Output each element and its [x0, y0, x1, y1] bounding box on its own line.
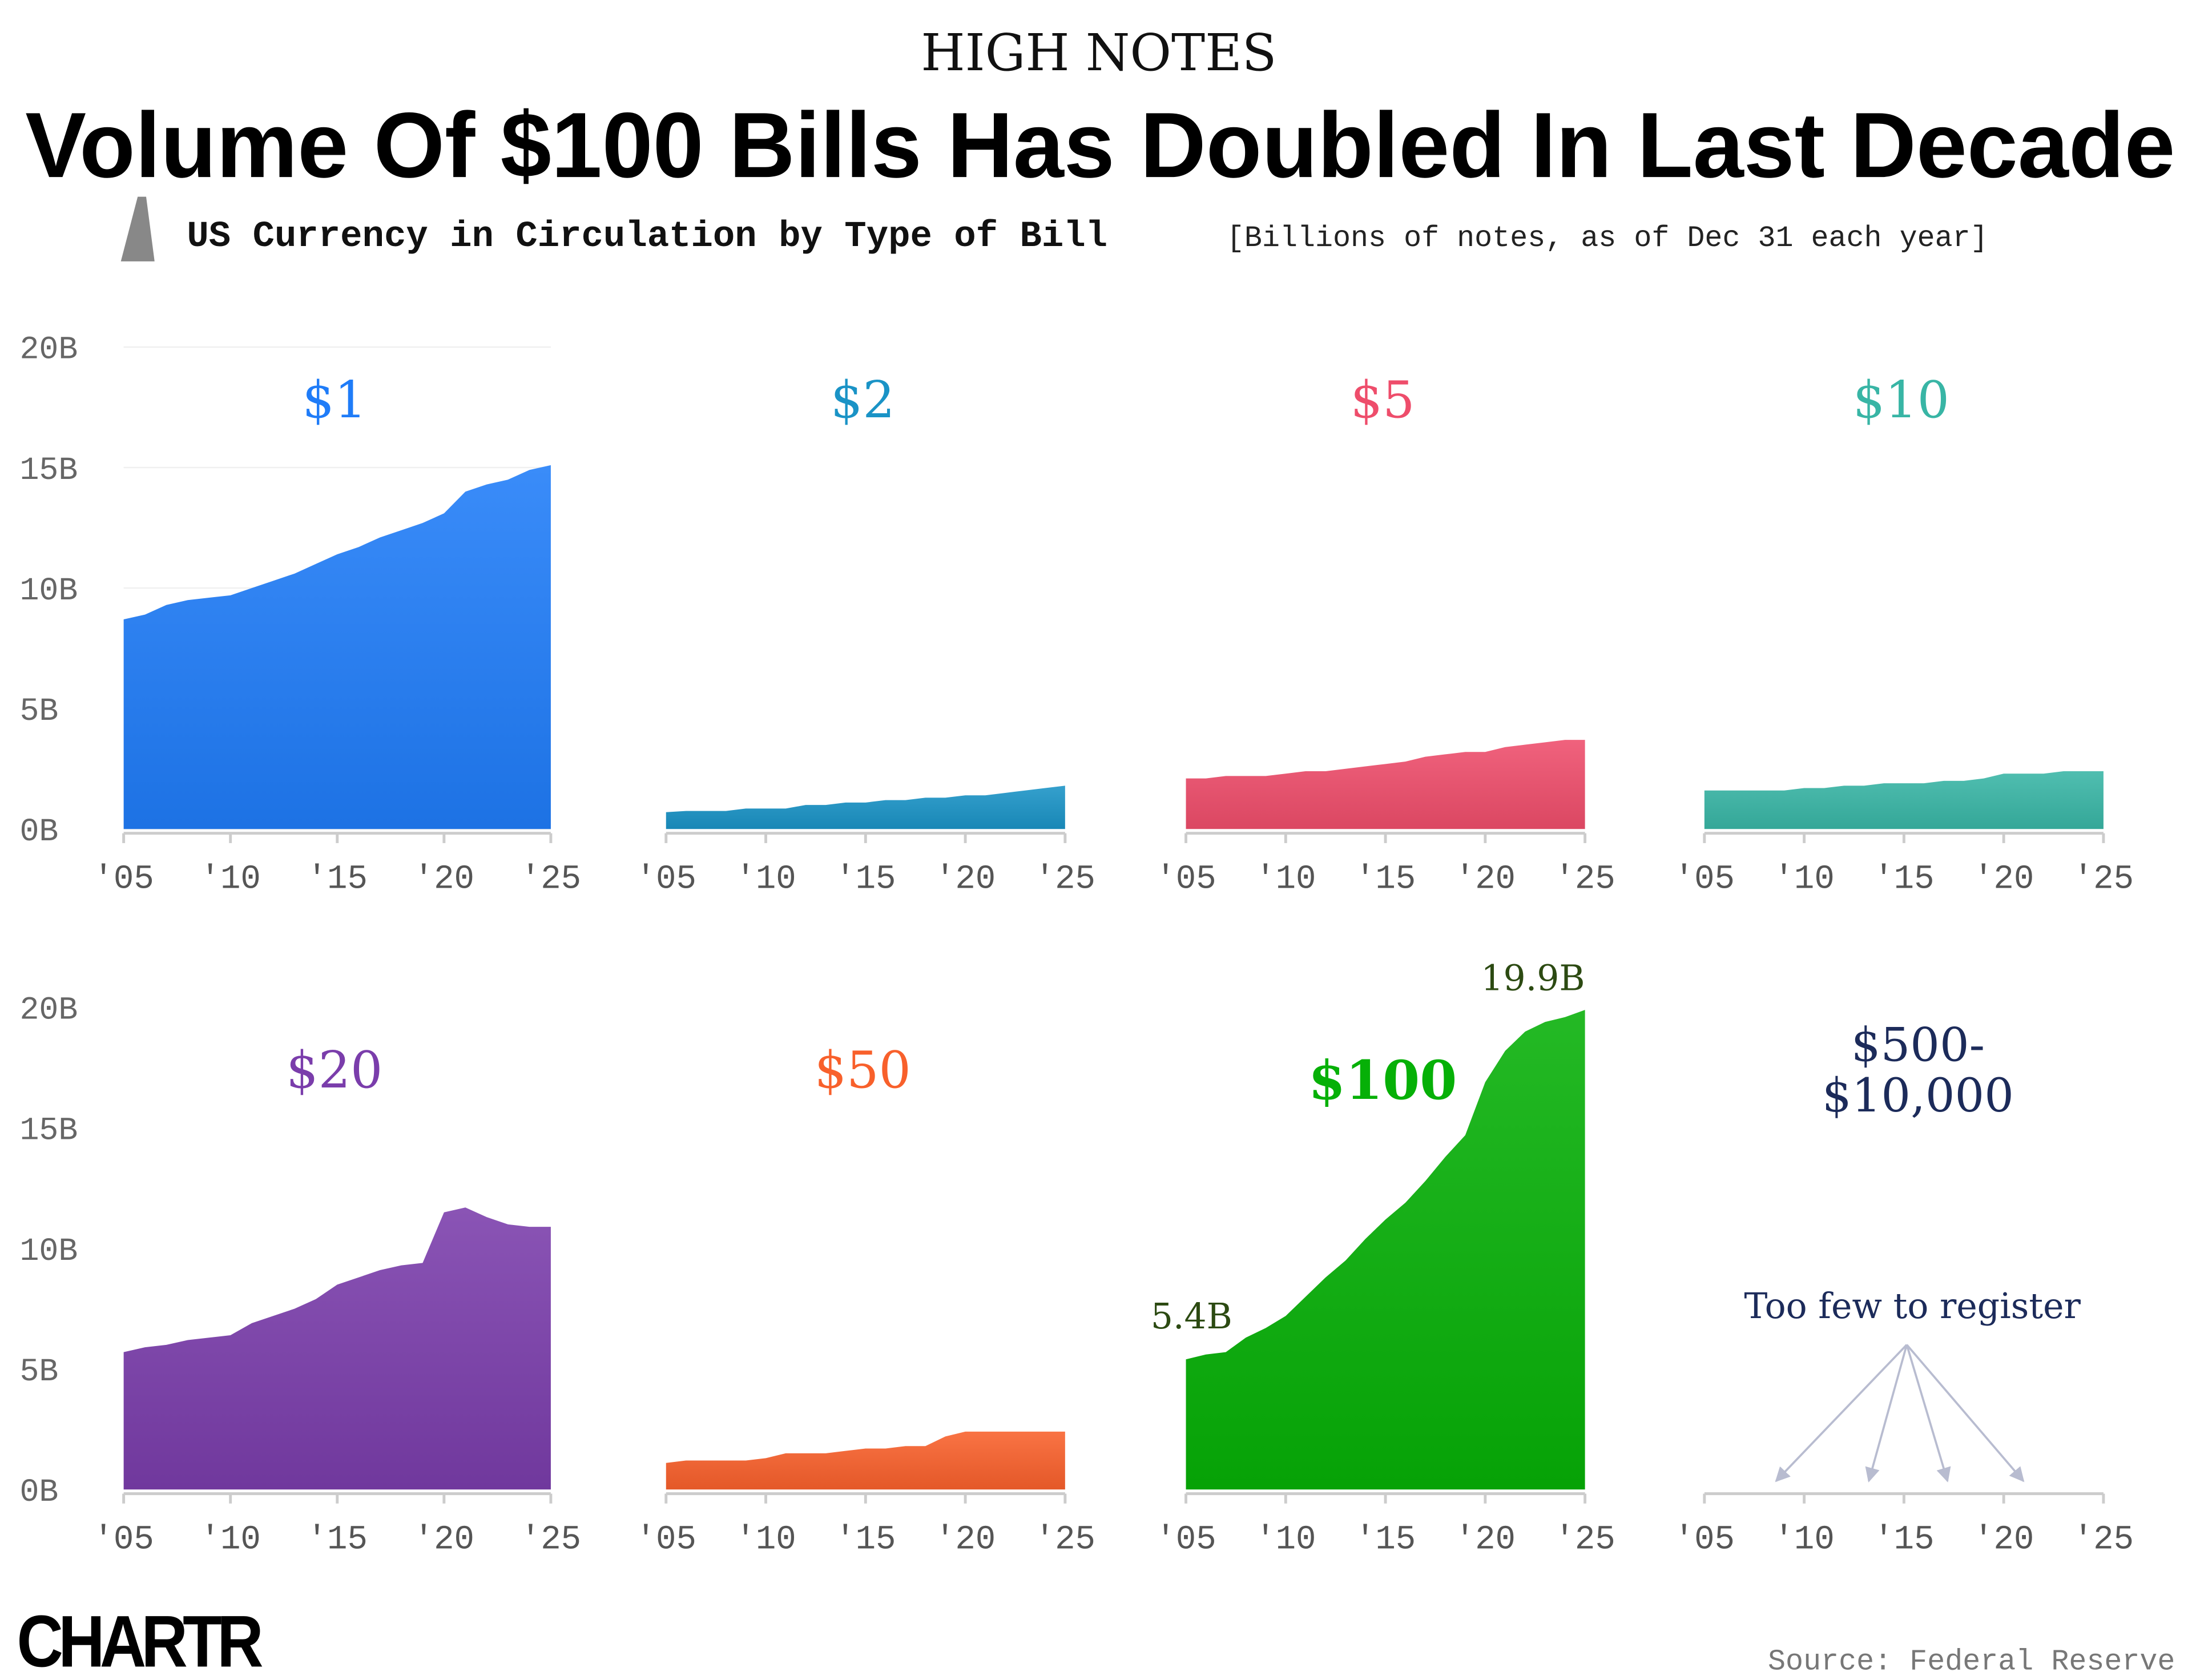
x-tick-label: '25	[1554, 1521, 1615, 1559]
y-tick-label: 10B	[19, 573, 78, 609]
area	[123, 465, 551, 829]
icon	[120, 196, 155, 261]
x-tick-label: '25	[521, 860, 581, 899]
source: Source: Federal Reserve	[1768, 1645, 2175, 1678]
x-tick-label: '15	[835, 1521, 896, 1559]
area	[666, 785, 1065, 829]
panel-title: $100	[1308, 1049, 1457, 1112]
area	[1704, 771, 2104, 829]
subtitle: US Currency in Circulation by Type of Bi…	[187, 216, 1107, 257]
y-tick-label: 15B	[19, 452, 78, 489]
arrow	[1775, 1344, 1908, 1482]
x-tick-label: '25	[1035, 1521, 1095, 1559]
x-tick-label: '10	[200, 1521, 261, 1559]
x-tick-label: '20	[414, 1521, 474, 1559]
x-tick-label: '10	[1255, 1521, 1316, 1559]
y-tick-label: 20B	[19, 992, 78, 1029]
y-tick-label: 5B	[19, 1353, 58, 1390]
panel-title: $10,000	[1822, 1069, 2014, 1123]
x-tick-label: '05	[636, 1521, 696, 1559]
x-tick-label: '15	[307, 860, 368, 899]
data-label: 5.4B	[1151, 1296, 1232, 1337]
x-tick-label: '25	[521, 1521, 581, 1559]
x-tick-label: '15	[1355, 860, 1416, 899]
x-tick-label: '10	[1774, 1521, 1834, 1559]
x-tick-label: '10	[1255, 860, 1316, 899]
x-tick-label: '05	[93, 860, 154, 899]
x-tick-label: '05	[93, 1521, 154, 1559]
x-tick-label: '20	[414, 860, 474, 899]
panel-title: $5	[1351, 370, 1415, 429]
x-tick-label: '20	[1455, 1521, 1516, 1559]
y-tick-label: 0B	[19, 813, 58, 850]
x-tick-label: '15	[835, 860, 896, 899]
area	[1186, 1010, 1585, 1490]
x-tick-label: '25	[2073, 860, 2134, 899]
x-tick-label: '10	[200, 860, 261, 899]
x-tick-label: '20	[1455, 860, 1516, 899]
subtitle-note: [Billions of notes, as of Dec 31 each ye…	[1227, 221, 1988, 255]
x-tick-label: '20	[1973, 860, 2034, 899]
x-tick-label: '10	[735, 1521, 796, 1559]
x-tick-label: '05	[1155, 1521, 1216, 1559]
x-tick-label: '20	[935, 860, 996, 899]
x-tick-label: '15	[1355, 1521, 1416, 1559]
y-tick-label: 5B	[19, 693, 58, 730]
y-tick-label: 20B	[19, 332, 78, 368]
x-tick-label: '05	[1155, 860, 1216, 899]
x-tick-label: '25	[1554, 860, 1615, 899]
area	[666, 1431, 1065, 1490]
arrow	[1905, 1344, 1951, 1482]
x-tick-label: '15	[307, 1521, 368, 1559]
headline: Volume Of $100 Bills Has Doubled In Last…	[25, 94, 2175, 197]
x-tick-label: '10	[735, 860, 796, 899]
x-tick-label: '10	[1774, 860, 1834, 899]
x-tick-label: '20	[935, 1521, 996, 1559]
y-tick-label: 0B	[19, 1474, 58, 1510]
kicker: HIGH NOTES	[921, 23, 1276, 82]
arrow	[1865, 1344, 1908, 1482]
panel-title: $10	[1853, 370, 1949, 429]
panel-title: $2	[831, 370, 895, 429]
x-tick-label: '20	[1973, 1521, 2034, 1559]
x-tick-label: '25	[2073, 1521, 2134, 1559]
area	[123, 1207, 551, 1490]
logo: CHARTR	[17, 1601, 263, 1680]
arrow	[1905, 1344, 2025, 1482]
x-tick-label: '25	[1035, 860, 1095, 899]
y-tick-label: 10B	[19, 1233, 78, 1270]
x-tick-label: '15	[1873, 1521, 1934, 1559]
x-tick-label: '05	[1674, 860, 1735, 899]
panel-title: $50	[815, 1041, 911, 1099]
x-tick-label: '15	[1873, 860, 1934, 899]
x-tick-label: '05	[636, 860, 696, 899]
panel-title: $20	[286, 1041, 382, 1099]
panel-title: $1	[302, 370, 366, 429]
annotation: Too few to register	[1744, 1286, 2081, 1327]
area	[1186, 740, 1585, 829]
y-tick-label: 15B	[19, 1113, 78, 1149]
data-label: 19.9B	[1481, 958, 1585, 999]
x-tick-label: '05	[1674, 1521, 1735, 1559]
panel-title: $500-	[1851, 1018, 1985, 1072]
